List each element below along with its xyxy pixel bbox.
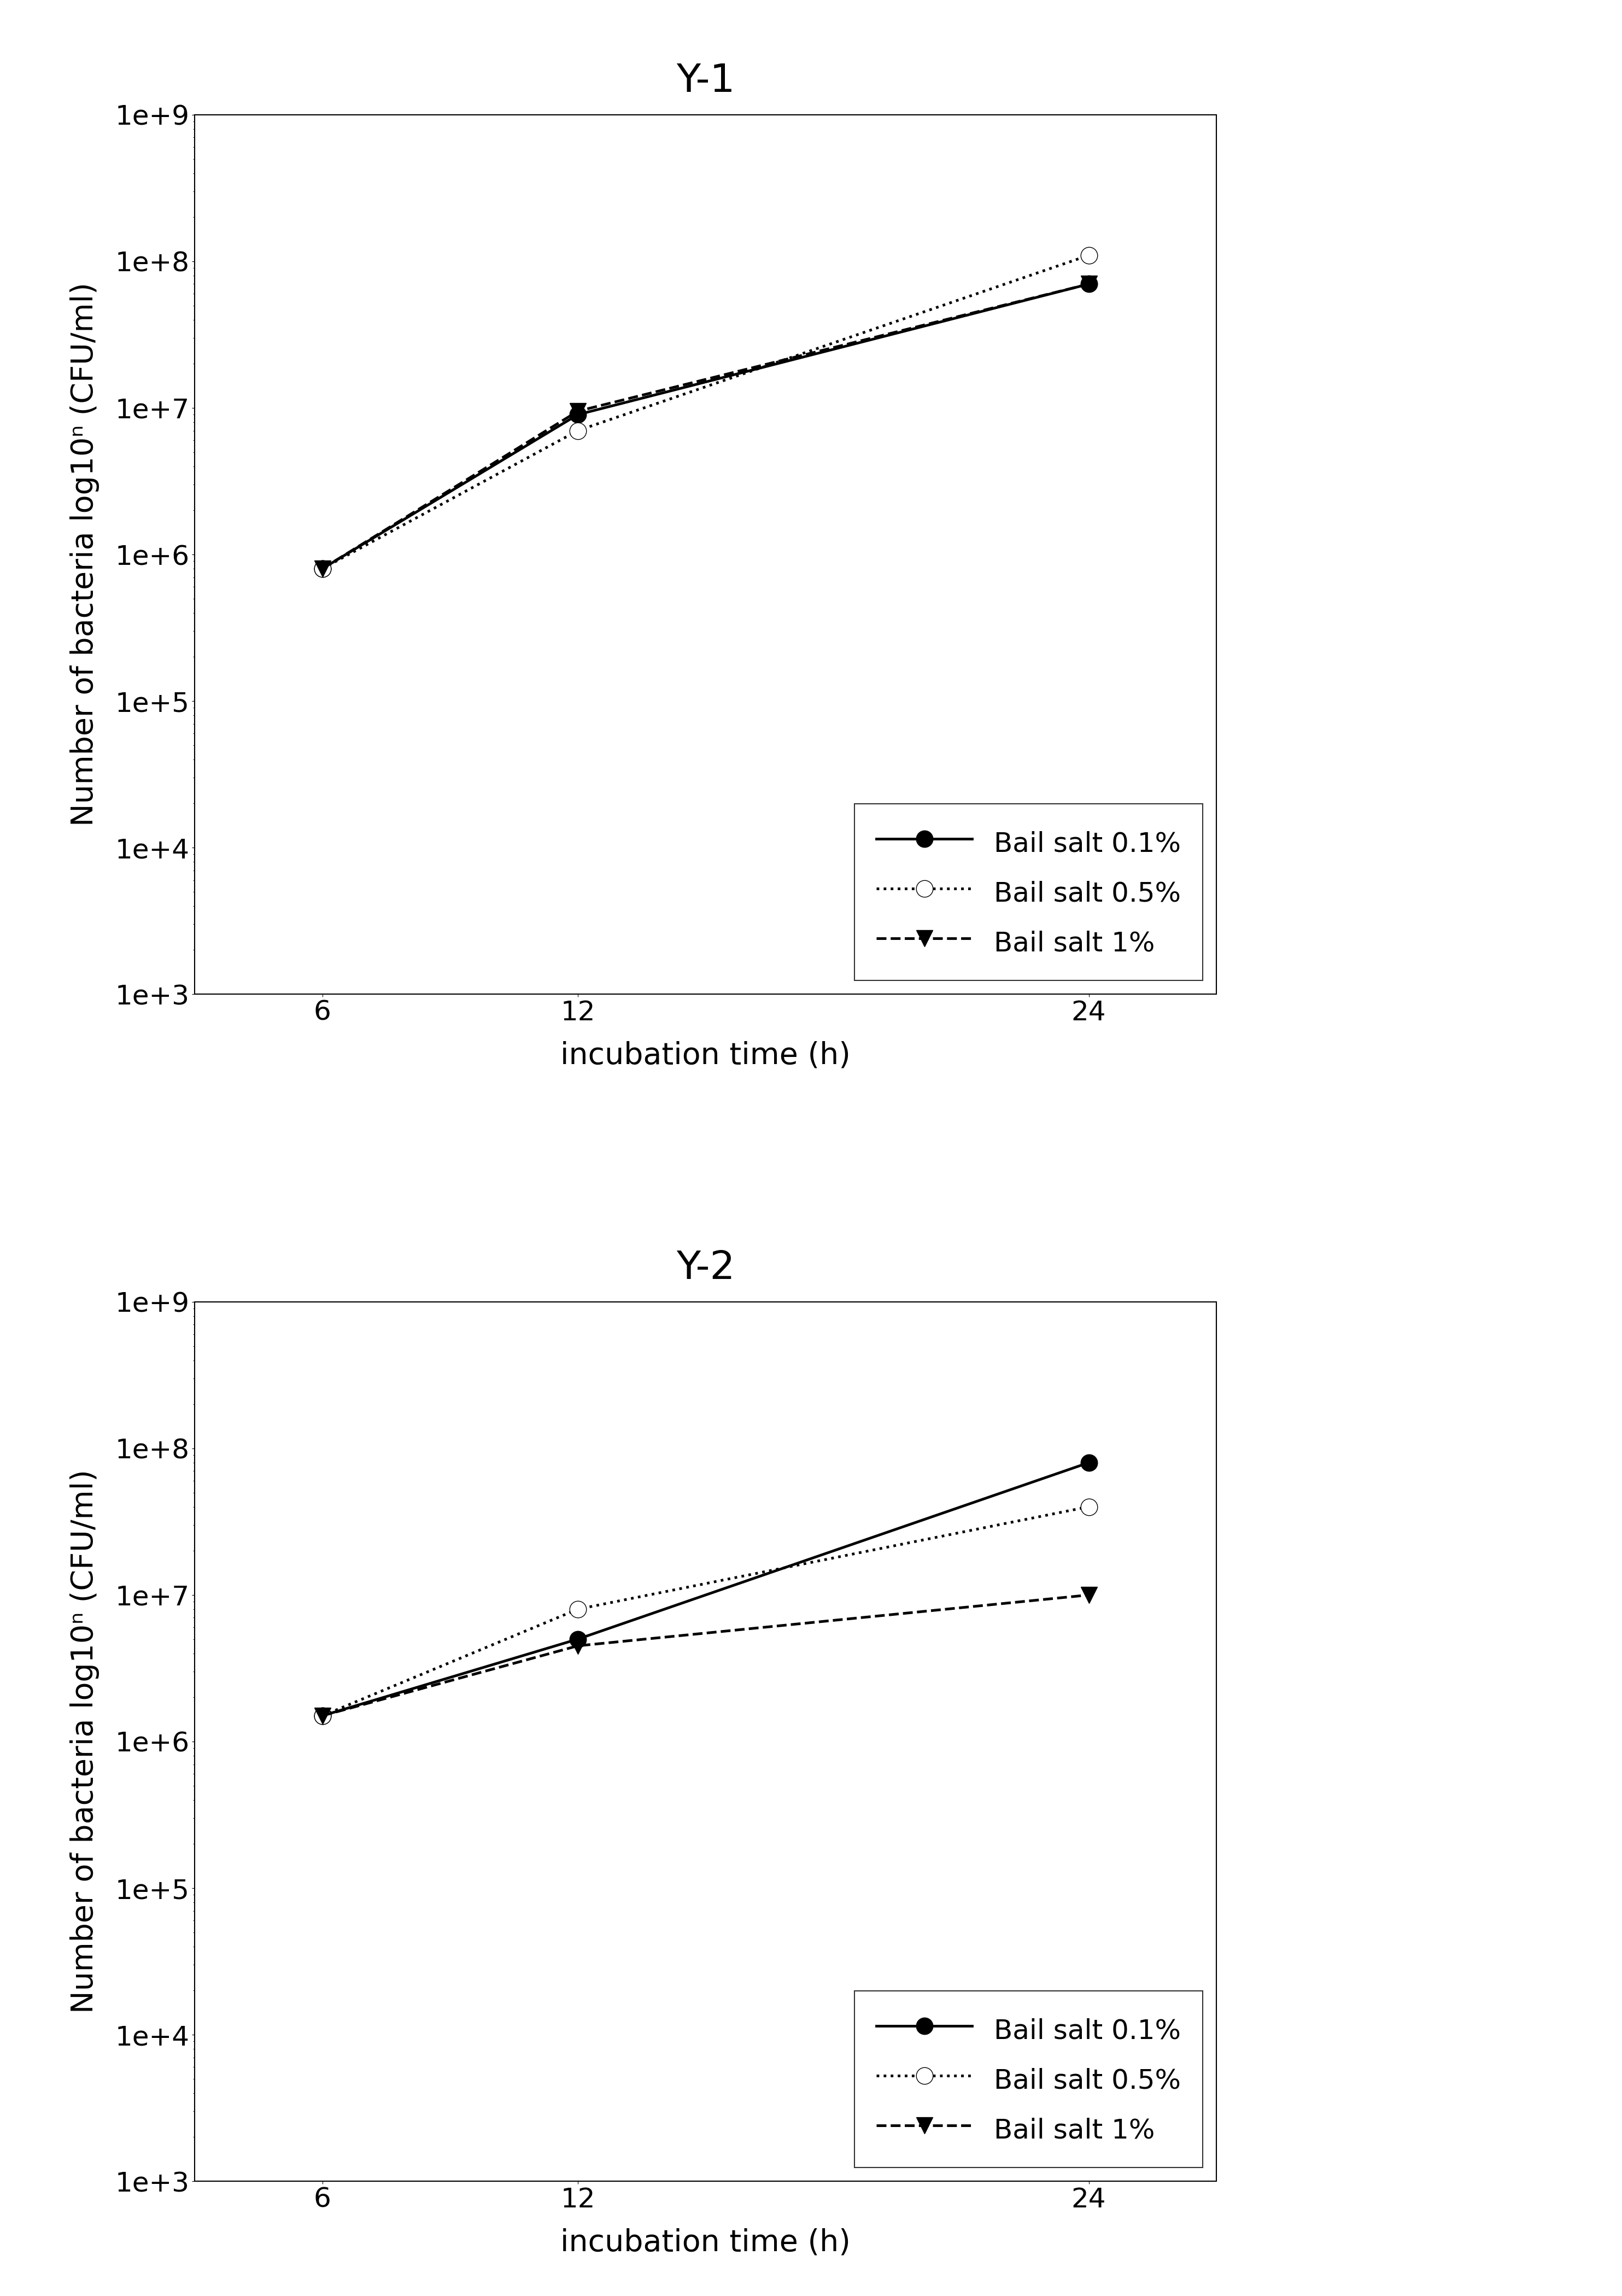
Line: Bail salt 0.5%: Bail salt 0.5% bbox=[315, 248, 1096, 576]
Bail salt 1% bbox=[568, 397, 587, 425]
Line: Bail salt 0.5%: Bail salt 0.5% bbox=[315, 1499, 1096, 1724]
Bail salt 0.5% bbox=[1079, 241, 1098, 269]
Bail salt 0.5% bbox=[1079, 1492, 1098, 1520]
Bail salt 0.1% bbox=[313, 1701, 333, 1729]
Title: Y-2: Y-2 bbox=[676, 1249, 735, 1288]
Bail salt 1% bbox=[313, 1701, 333, 1729]
Line: Bail salt 0.1%: Bail salt 0.1% bbox=[315, 1453, 1096, 1724]
Bail salt 0.1% bbox=[313, 556, 333, 583]
Bail salt 0.1% bbox=[568, 1626, 587, 1653]
Bail salt 1% bbox=[1079, 271, 1098, 298]
Line: Bail salt 1%: Bail salt 1% bbox=[315, 276, 1096, 576]
X-axis label: incubation time (h): incubation time (h) bbox=[561, 1040, 850, 1070]
Line: Bail salt 1%: Bail salt 1% bbox=[315, 1587, 1096, 1724]
Title: Y-1: Y-1 bbox=[676, 62, 735, 101]
Legend: Bail salt 0.1%, Bail salt 0.5%, Bail salt 1%: Bail salt 0.1%, Bail salt 0.5%, Bail sal… bbox=[855, 1991, 1204, 2167]
Y-axis label: Number of bacteria log10ⁿ (CFU/ml): Number of bacteria log10ⁿ (CFU/ml) bbox=[70, 1469, 99, 2014]
Legend: Bail salt 0.1%, Bail salt 0.5%, Bail salt 1%: Bail salt 0.1%, Bail salt 0.5%, Bail sal… bbox=[855, 804, 1204, 980]
Bail salt 1% bbox=[1079, 1582, 1098, 1609]
Y-axis label: Number of bacteria log10ⁿ (CFU/ml): Number of bacteria log10ⁿ (CFU/ml) bbox=[70, 282, 99, 827]
Bail salt 0.1% bbox=[568, 402, 587, 429]
Bail salt 1% bbox=[313, 556, 333, 583]
Bail salt 1% bbox=[568, 1632, 587, 1660]
Bail salt 0.5% bbox=[568, 418, 587, 445]
Bail salt 0.5% bbox=[313, 1701, 333, 1729]
Line: Bail salt 0.1%: Bail salt 0.1% bbox=[315, 276, 1096, 576]
Bail salt 0.1% bbox=[1079, 271, 1098, 298]
Bail salt 0.5% bbox=[568, 1596, 587, 1623]
Bail salt 0.1% bbox=[1079, 1449, 1098, 1476]
X-axis label: incubation time (h): incubation time (h) bbox=[561, 2227, 850, 2257]
Bail salt 0.5% bbox=[313, 556, 333, 583]
